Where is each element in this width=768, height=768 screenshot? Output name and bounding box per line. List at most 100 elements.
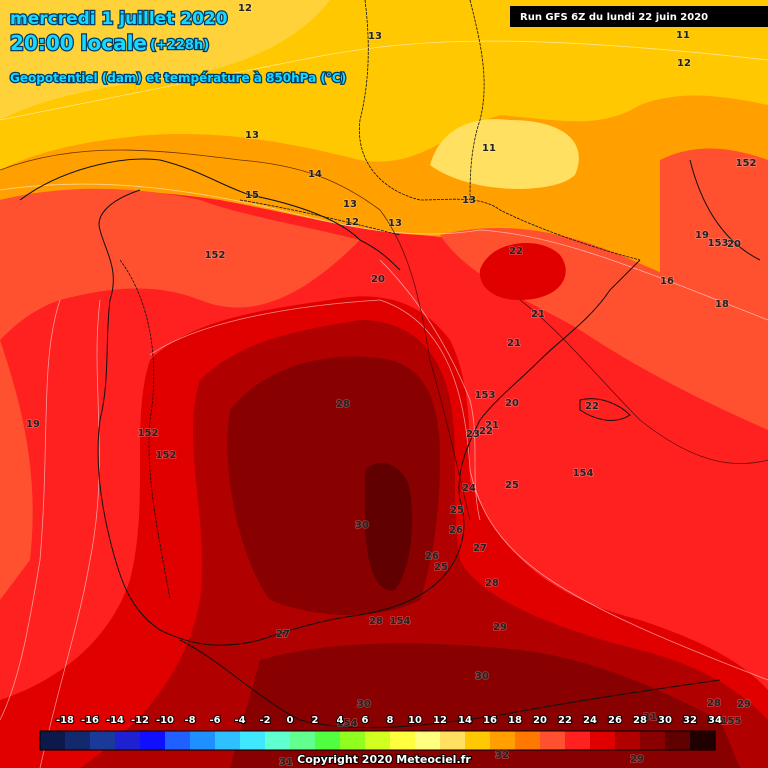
forecast-lead: (+228h) bbox=[150, 38, 209, 53]
contour-label: 19 bbox=[26, 419, 40, 430]
legend-swatch bbox=[440, 731, 466, 750]
legend-swatch bbox=[565, 731, 591, 750]
contour-label: 28 bbox=[369, 616, 383, 627]
legend-swatch bbox=[415, 731, 441, 750]
legend-label: 32 bbox=[683, 715, 697, 726]
contour-label: 25 bbox=[450, 505, 464, 516]
legend-swatch bbox=[90, 731, 116, 750]
contour-label: 13 bbox=[368, 31, 382, 42]
legend-swatch bbox=[615, 731, 641, 750]
legend-label: 4 bbox=[337, 715, 344, 726]
contour-label: 25 bbox=[505, 480, 519, 491]
legend-label: -6 bbox=[209, 715, 220, 726]
contour-label: 13 bbox=[343, 199, 357, 210]
contour-label: 27 bbox=[473, 543, 487, 554]
contour-label: 18 bbox=[715, 299, 729, 310]
legend-label: 10 bbox=[408, 715, 422, 726]
isotherm bbox=[0, 183, 768, 321]
legend-label: 0 bbox=[287, 715, 294, 726]
copyright: Copyright 2020 Meteociel.fr bbox=[297, 753, 471, 766]
run-info: Run GFS 6Z du lundi 22 juin 2020 bbox=[520, 12, 708, 23]
contour-label: 29 bbox=[630, 754, 644, 765]
contour-label: 16 bbox=[660, 276, 674, 287]
contour-label: 32 bbox=[495, 750, 509, 761]
contour-label: 26 bbox=[449, 525, 463, 536]
legend-swatch bbox=[640, 731, 666, 750]
legend-label: 6 bbox=[362, 715, 369, 726]
legend-swatch bbox=[690, 731, 716, 750]
contour-label: 28 bbox=[336, 399, 350, 410]
contour-label: 12 bbox=[345, 217, 359, 228]
legend-label: -12 bbox=[131, 715, 149, 726]
contour-label: 20 bbox=[727, 239, 741, 250]
contour-label: 153 bbox=[475, 390, 496, 401]
contour-label: 30 bbox=[357, 699, 371, 710]
coastline bbox=[689, 159, 761, 261]
contour-label: 24 bbox=[462, 483, 476, 494]
contour-label: 11 bbox=[676, 30, 690, 41]
legend-swatch bbox=[65, 731, 91, 750]
contour-label: 11 bbox=[482, 143, 496, 154]
contour-label: 152 bbox=[138, 428, 159, 439]
contour-label: 154 bbox=[573, 468, 594, 479]
geopotential-line bbox=[519, 299, 768, 465]
isotherm bbox=[0, 299, 61, 721]
legend-swatch bbox=[365, 731, 391, 750]
contour-label: 12 bbox=[677, 58, 691, 69]
coastline bbox=[19, 158, 401, 271]
legend-swatch bbox=[465, 731, 491, 750]
contour-label: 154 bbox=[390, 616, 411, 627]
contour-label: 20 bbox=[371, 274, 385, 285]
contour-label: 29 bbox=[737, 699, 751, 710]
legend-label: 24 bbox=[583, 715, 597, 726]
contour-label: 13 bbox=[462, 195, 476, 206]
isotherm bbox=[0, 40, 768, 121]
contour-label: 20 bbox=[505, 398, 519, 409]
legend-swatch bbox=[390, 731, 416, 750]
contour-label: 153 bbox=[708, 238, 729, 249]
contour-label: 22 bbox=[585, 401, 599, 412]
contour-label: 26 bbox=[425, 551, 439, 562]
run-box bbox=[510, 6, 768, 27]
contour-label: 31 bbox=[279, 757, 293, 768]
legend-swatch bbox=[190, 731, 216, 750]
field-14 bbox=[430, 119, 579, 189]
isotherm bbox=[379, 259, 481, 521]
border bbox=[469, 0, 485, 201]
legend-swatch bbox=[590, 731, 616, 750]
contour-label: 152 bbox=[736, 158, 757, 169]
coastline bbox=[179, 639, 721, 729]
legend-swatch bbox=[40, 731, 66, 750]
legend-label: -10 bbox=[156, 715, 174, 726]
legend-swatch bbox=[115, 731, 141, 750]
contour-label: 14 bbox=[308, 169, 322, 180]
contour-label: 28 bbox=[485, 578, 499, 589]
legend-label: 30 bbox=[658, 715, 672, 726]
forecast-date: mercredi 1 juillet 2020 bbox=[10, 9, 228, 29]
legend-label: 8 bbox=[387, 715, 394, 726]
legend-label: 28 bbox=[633, 715, 647, 726]
legend-label: -2 bbox=[259, 715, 270, 726]
contour-label: 30 bbox=[475, 671, 489, 682]
contour-label: 19 bbox=[695, 230, 709, 241]
legend-swatch bbox=[165, 731, 191, 750]
field-20d bbox=[660, 148, 768, 330]
legend-label: 12 bbox=[433, 715, 447, 726]
contour-label: 22 bbox=[479, 426, 493, 437]
forecast-time: 20:00 locale bbox=[10, 31, 147, 55]
legend-label: 26 bbox=[608, 715, 622, 726]
legend-swatch bbox=[340, 731, 366, 750]
field-22 bbox=[479, 243, 566, 300]
field-16b bbox=[0, 0, 330, 120]
color-legend: -18 -16 -14 -12 -10 -8 -6 -4 -2 0 2 4 6 8 10 12 14 16 18 20… bbox=[39, 714, 723, 751]
legend-label: -8 bbox=[184, 715, 195, 726]
legend-swatch bbox=[240, 731, 266, 750]
legend-swatch bbox=[290, 731, 316, 750]
contour-label: 21 bbox=[531, 309, 545, 320]
map-subtitle: Geopotentiel (dam) et température à 850h… bbox=[10, 71, 346, 85]
legend-swatch bbox=[215, 731, 241, 750]
field-20 bbox=[0, 188, 360, 340]
legend-swatch bbox=[265, 731, 291, 750]
contour-label: 28 bbox=[707, 698, 721, 709]
